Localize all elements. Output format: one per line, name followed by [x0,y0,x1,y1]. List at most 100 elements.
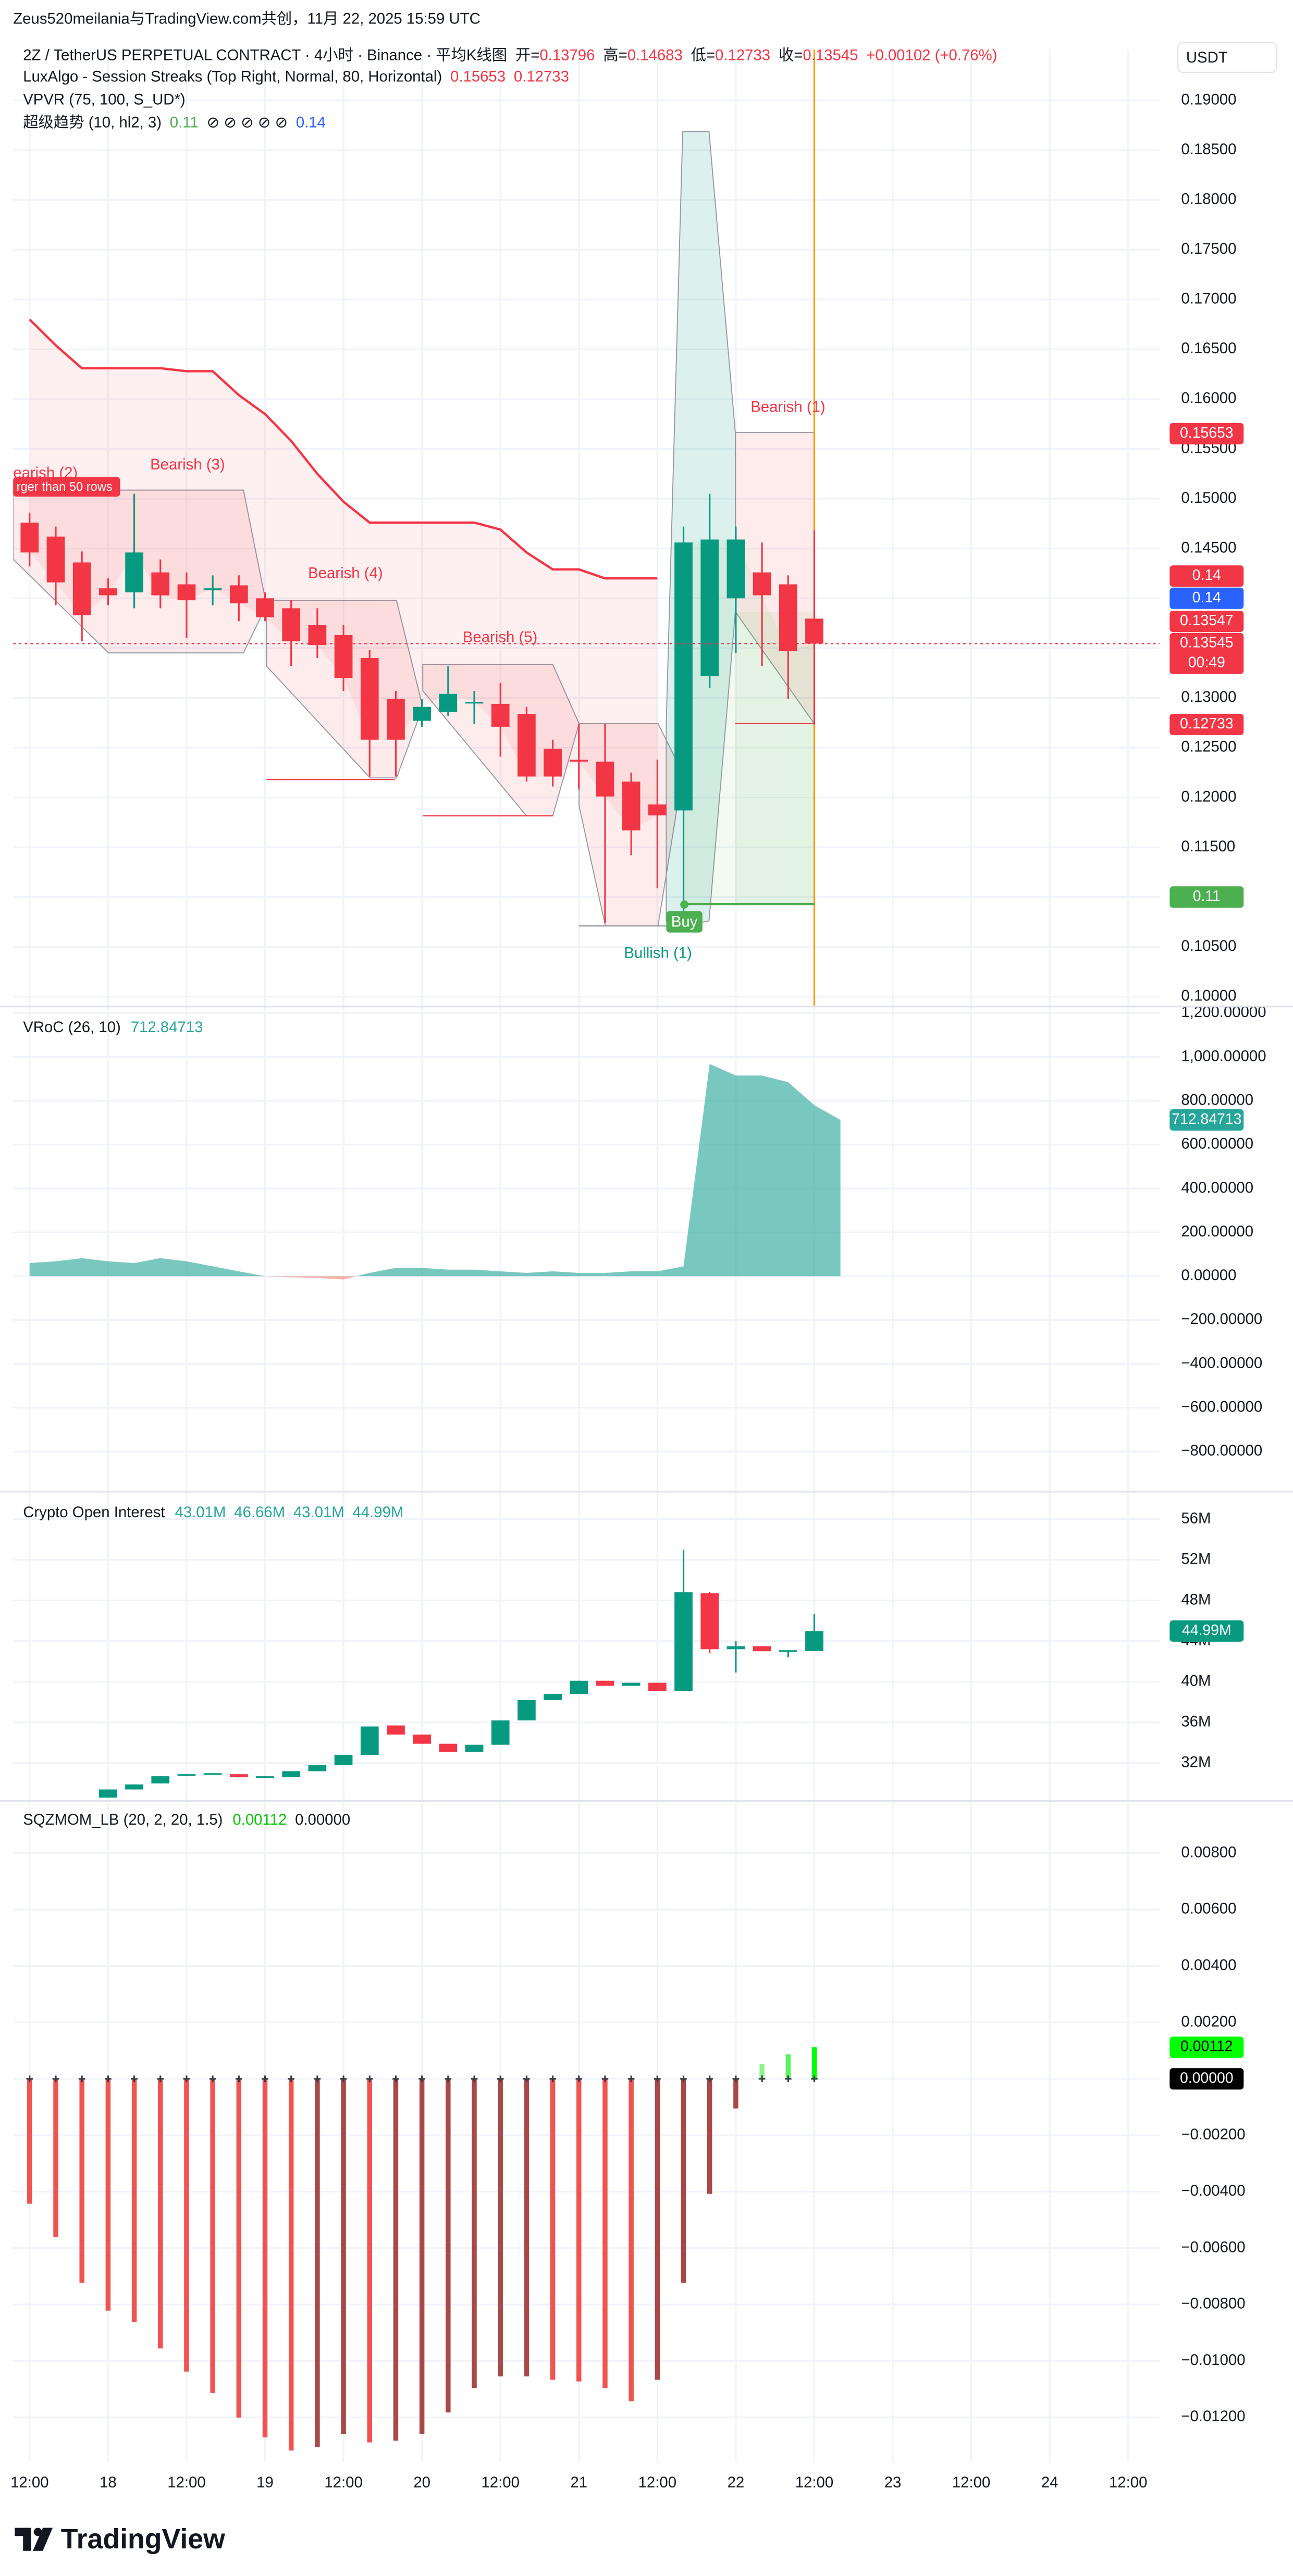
histogram-bar [105,2078,111,2311]
candle-body [726,539,745,599]
candle-body [779,1650,797,1652]
legend: Crypto Open Interest 43.01M 46.66M 43.01M 44… [23,1504,403,1521]
price-badge-text: 0.14 [1192,567,1221,584]
candle-body [779,584,797,651]
histogram-bar [733,2078,738,2109]
candle-body [177,1774,196,1776]
legend-item: 0.00000 [295,1811,350,1828]
histogram-bar [655,2078,660,2380]
area-negative [266,1276,356,1280]
legend-item: 高= [603,46,627,64]
candle-body [203,1773,222,1775]
histogram-bar [288,2078,294,2451]
squeeze-dot [262,2075,268,2083]
histogram-bar [811,2047,817,2079]
y-tick-label: 0.10000 [1181,987,1236,1005]
x-tick-label: 12:00 [795,2474,833,2491]
candle-body [648,804,667,815]
y-tick-label: 0.16000 [1181,390,1236,407]
legend-item: 低= [691,46,715,64]
legend-item: +0.00102 (+0.76%) [866,46,997,64]
x-tick-label: 20 [413,2474,430,2491]
histogram-bar [602,2078,608,2388]
squeeze-dot [418,2075,425,2083]
candle-body [544,1694,562,1700]
candle-body [674,1592,693,1691]
y-tick-label: 0.00600 [1181,1900,1236,1917]
legend-item: 44.99M [352,1504,403,1521]
x-tick-label: 12:00 [324,2474,362,2491]
logo [15,2528,53,2551]
candle-body [518,713,536,777]
histogram-bar [576,2078,582,2382]
squeeze-dot [105,2075,112,2083]
squeeze-dot [288,2075,295,2083]
y-tick-label: 0.10500 [1181,937,1236,955]
candle-body [46,536,65,583]
legend-item: 收= [779,46,803,64]
x-tick-label: 23 [884,2474,902,2491]
note-text: rger than 50 rows [17,480,113,494]
candle-body [387,699,405,740]
streak-box [266,600,424,778]
histogram-bar [53,2078,58,2237]
candle-body [413,707,432,721]
price-badge [1169,587,1244,609]
candle-body [465,702,484,704]
value-badge [1169,1620,1244,1642]
histogram-bar [785,2054,791,2079]
candle-body [491,1720,510,1745]
value-badge [1169,2068,1244,2090]
logo-mark [15,2528,31,2551]
y-tick-label: −200.00000 [1181,1310,1262,1328]
y-tick-label: 0.12500 [1181,738,1236,756]
legend-item: Crypto Open Interest [23,1504,165,1521]
value-badge-text: 712.84713 [1172,1111,1241,1128]
value-badge-text: 0.00112 [1180,2038,1233,2055]
area [29,1064,841,1277]
x-tick-label: 12:00 [1109,2474,1147,2491]
logo-mark [33,2528,42,2536]
candle-body [648,1682,667,1691]
squeeze-dot [471,2075,478,2083]
legend-item: 0.12733 [715,46,770,64]
legend-item: 0.15653 [450,68,506,85]
x-tick-label: 21 [570,2474,587,2491]
squeeze-dot [445,2075,452,2083]
value-badge [1169,1109,1244,1131]
histogram-bar [759,2064,765,2079]
legend-item: 0.12733 [514,68,569,85]
price-badge [1169,611,1244,633]
y-tick-label: 0.13000 [1181,688,1236,705]
candle-body [596,761,614,797]
candle-body [229,585,248,603]
y-tick-label: 0.18000 [1181,190,1236,207]
histogram-bar [315,2078,320,2447]
note-badge [13,477,120,497]
candle-body [753,1646,771,1652]
y-tick-label: 0.19000 [1181,91,1236,108]
squeeze-dot [366,2075,373,2083]
squeeze-dot [497,2075,504,2083]
legend: VRoC (26, 10) 712.84713 [23,1019,203,1036]
y-tick-label: 0.14500 [1181,539,1236,556]
histogram-bar [707,2078,712,2194]
squeeze-dot [209,2075,216,2083]
histogram-bar [367,2078,372,2443]
currency-box [1177,42,1277,73]
value-badge [1169,2036,1244,2058]
y-tick-label: 36M [1181,1713,1211,1730]
candle-body [203,588,222,590]
squeeze-dot [811,2075,818,2083]
candle-body [360,1726,379,1755]
y-tick-label: 400.00000 [1181,1179,1253,1196]
legend: VPVR (75, 100, S_UD*) [23,91,186,108]
y-tick-label: −0.00400 [1181,2182,1245,2199]
squeeze-dot [78,2075,85,2083]
x-tick-label: 19 [256,2474,274,2491]
histogram-bar [79,2078,84,2283]
buy-badge [666,911,703,933]
price-badge [1169,423,1244,444]
candle-body [334,1755,353,1765]
